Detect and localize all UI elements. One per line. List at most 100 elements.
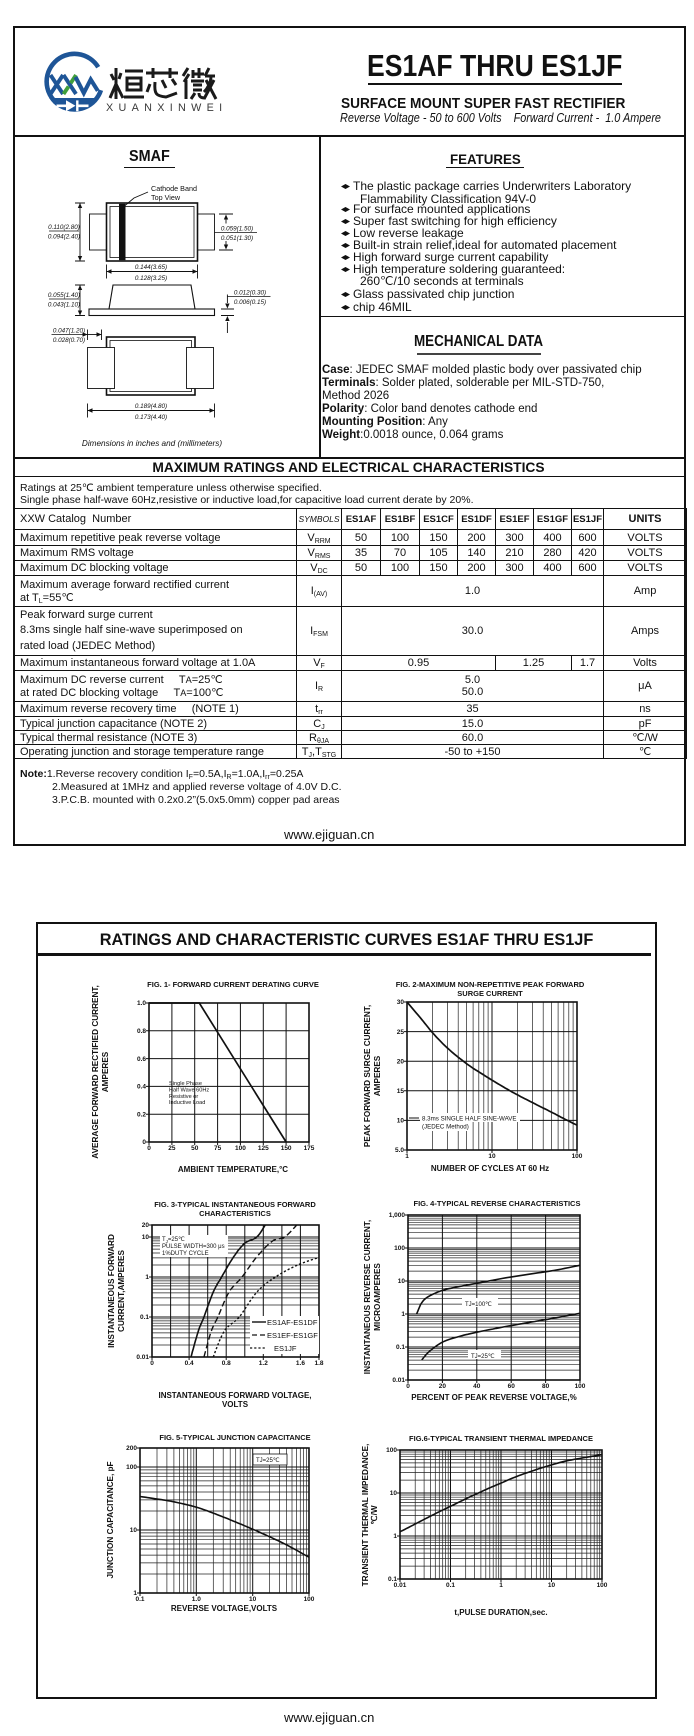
svg-text:125: 125	[258, 1145, 269, 1152]
svg-text:1: 1	[405, 1153, 409, 1160]
svg-text:TJ=100℃: TJ=100℃	[465, 1302, 492, 1308]
svg-text:100: 100	[304, 1596, 315, 1603]
svg-text:Cathode Band: Cathode Band	[151, 184, 197, 193]
svg-text:AVERAGE FORWARD RECTIFIED CURR: AVERAGE FORWARD RECTIFIED CURRENT,	[91, 985, 100, 1158]
svg-text:0: 0	[150, 1360, 154, 1367]
svg-text:10: 10	[488, 1153, 496, 1160]
svg-text:10: 10	[548, 1582, 556, 1589]
svg-text:FIG. 4-TYPICAL REVERSE CHARACT: FIG. 4-TYPICAL REVERSE CHARACTERISTICS	[414, 1199, 581, 1208]
svg-text:PEAK FORWARD SURGE CURRENT,: PEAK FORWARD SURGE CURRENT,	[363, 1005, 372, 1147]
svg-text:0.173(4.40): 0.173(4.40)	[135, 414, 167, 421]
svg-text:0.012(0.30): 0.012(0.30)	[234, 290, 266, 297]
svg-text:1.2: 1.2	[259, 1360, 268, 1367]
svg-text:℃/W: ℃/W	[370, 1505, 379, 1524]
svg-text:1.6: 1.6	[296, 1360, 305, 1367]
svg-text:0.1: 0.1	[388, 1576, 397, 1583]
svg-text:AMPERES: AMPERES	[101, 1051, 110, 1092]
svg-text:20: 20	[397, 1058, 405, 1065]
svg-text:0.8: 0.8	[222, 1360, 231, 1367]
svg-text:175: 175	[304, 1145, 315, 1152]
svg-text:100: 100	[126, 1464, 137, 1471]
svg-text:INSTANTANEOUS REVERSE CURRENT,: INSTANTANEOUS REVERSE CURRENT,	[363, 1220, 372, 1374]
svg-text:0.094(2.40): 0.094(2.40)	[48, 234, 80, 241]
svg-text:0.047(1.20): 0.047(1.20)	[53, 328, 85, 335]
svg-text:100: 100	[386, 1447, 397, 1454]
svg-text:CURRENT,AMPERES: CURRENT,AMPERES	[117, 1250, 126, 1332]
svg-text:5.0: 5.0	[395, 1147, 404, 1154]
svg-text:SURGE CURRENT: SURGE CURRENT	[457, 989, 523, 998]
svg-text:0.144(3.65): 0.144(3.65)	[135, 264, 167, 271]
svg-text:100: 100	[394, 1245, 405, 1252]
svg-text:1%DUTY CYCLE: 1%DUTY CYCLE	[162, 1251, 209, 1257]
svg-text:FIG. 5-TYPICAL JUNCTION CAPACI: FIG. 5-TYPICAL JUNCTION CAPACITANCE	[159, 1433, 310, 1442]
svg-text:REVERSE VOLTAGE,VOLTS: REVERSE VOLTAGE,VOLTS	[171, 1604, 278, 1613]
svg-text:TJ=25℃: TJ=25℃	[162, 1237, 185, 1244]
svg-text:60: 60	[508, 1383, 516, 1390]
svg-text:100: 100	[575, 1383, 586, 1390]
svg-text:0.1: 0.1	[140, 1314, 149, 1321]
svg-text:Dimensions in inches and (mill: Dimensions in inches and (millimeters)	[82, 439, 222, 448]
svg-text:0.4: 0.4	[185, 1360, 194, 1367]
svg-text:1: 1	[401, 1311, 405, 1318]
svg-text:30: 30	[397, 999, 405, 1006]
svg-text:FIG. 1- FORWARD CURRENT DERATI: FIG. 1- FORWARD CURRENT DERATING CURVE	[147, 980, 319, 989]
svg-text:0.1: 0.1	[446, 1582, 455, 1589]
svg-text:Resistive or: Resistive or	[169, 1094, 198, 1100]
svg-text:20: 20	[142, 1222, 150, 1229]
svg-text:Half Wave 60Hz: Half Wave 60Hz	[169, 1087, 209, 1093]
svg-text:1.0: 1.0	[137, 1000, 146, 1007]
svg-text:INSTANTANEOUS FORWARD VOLTAGE,: INSTANTANEOUS FORWARD VOLTAGE,	[158, 1391, 311, 1400]
svg-text:0: 0	[147, 1145, 151, 1152]
svg-text:0.110(2.80): 0.110(2.80)	[48, 224, 80, 231]
svg-text:150: 150	[281, 1145, 292, 1152]
svg-text:0: 0	[142, 1139, 146, 1146]
svg-text:0.128(3.25): 0.128(3.25)	[135, 275, 167, 282]
svg-text:0.059(1.50): 0.059(1.50)	[221, 226, 253, 233]
svg-text:0.2: 0.2	[137, 1111, 146, 1118]
svg-text:NUMBER OF CYCLES AT 60 Hz: NUMBER OF CYCLES AT 60 Hz	[431, 1164, 549, 1173]
svg-text:JUNCTION CAPACITANCE, pF: JUNCTION CAPACITANCE, pF	[106, 1461, 115, 1578]
svg-text:0.006(0.15): 0.006(0.15)	[234, 299, 266, 306]
svg-text:1.0: 1.0	[192, 1596, 201, 1603]
svg-text:ES1JF: ES1JF	[274, 1344, 297, 1353]
svg-text:100: 100	[597, 1582, 608, 1589]
svg-text:100: 100	[235, 1145, 246, 1152]
svg-text:10: 10	[142, 1234, 150, 1241]
svg-text:10: 10	[249, 1596, 257, 1603]
svg-text:PERCENT OF PEAK REVERSE VOLTAG: PERCENT OF PEAK REVERSE VOLTAGE,%	[411, 1393, 577, 1402]
svg-text:10: 10	[397, 1118, 405, 1125]
svg-text:PULSE WIDTH=300 μs: PULSE WIDTH=300 μs	[162, 1244, 225, 1250]
svg-text:0.8: 0.8	[137, 1028, 146, 1035]
svg-text:0: 0	[406, 1383, 410, 1390]
svg-text:100: 100	[572, 1153, 583, 1160]
svg-text:TJ=25℃: TJ=25℃	[256, 1458, 280, 1464]
svg-text:FIG.6-TYPICAL TRANSIENT THERMA: FIG.6-TYPICAL TRANSIENT THERMAL IMPEDANC…	[409, 1434, 593, 1443]
svg-text:t,PULSE DURATION,sec.: t,PULSE DURATION,sec.	[454, 1608, 547, 1617]
svg-text:0.01: 0.01	[392, 1377, 405, 1384]
svg-text:TRANSIENT THERMAL IMPEDANCE,: TRANSIENT THERMAL IMPEDANCE,	[361, 1444, 370, 1587]
svg-text:TJ=25℃: TJ=25℃	[471, 1354, 495, 1360]
svg-text:FIG. 3-TYPICAL INSTANTANEOUS F: FIG. 3-TYPICAL INSTANTANEOUS FORWARD	[154, 1200, 316, 1209]
svg-text:0.4: 0.4	[137, 1084, 146, 1091]
svg-text:0.01: 0.01	[394, 1582, 407, 1589]
svg-text:0.043(1.10): 0.043(1.10)	[48, 302, 80, 309]
svg-text:MICROAMPERES: MICROAMPERES	[373, 1263, 382, 1331]
svg-text:75: 75	[214, 1145, 222, 1152]
svg-text:AMPERES: AMPERES	[373, 1055, 382, 1096]
svg-text:0.028(0.70): 0.028(0.70)	[53, 337, 85, 344]
svg-text:0.01: 0.01	[136, 1354, 149, 1361]
svg-text:1,000: 1,000	[389, 1212, 406, 1219]
svg-text:0.1: 0.1	[135, 1596, 144, 1603]
svg-text:0.6: 0.6	[137, 1056, 146, 1063]
svg-text:15: 15	[397, 1088, 405, 1095]
svg-text:10: 10	[130, 1527, 138, 1534]
svg-text:10: 10	[398, 1278, 406, 1285]
svg-text:Single Phase: Single Phase	[169, 1081, 202, 1087]
svg-text:ES1EF-ES1GF: ES1EF-ES1GF	[267, 1331, 318, 1340]
svg-text:AMBIENT TEMPERATURE,°C: AMBIENT TEMPERATURE,°C	[178, 1165, 288, 1174]
svg-text:CHARACTERISTICS: CHARACTERISTICS	[199, 1209, 271, 1218]
svg-text:1.8: 1.8	[314, 1360, 323, 1367]
svg-text:25: 25	[168, 1145, 176, 1152]
svg-text:0.1: 0.1	[396, 1344, 405, 1351]
svg-text:0.055(1.40): 0.055(1.40)	[48, 292, 80, 299]
